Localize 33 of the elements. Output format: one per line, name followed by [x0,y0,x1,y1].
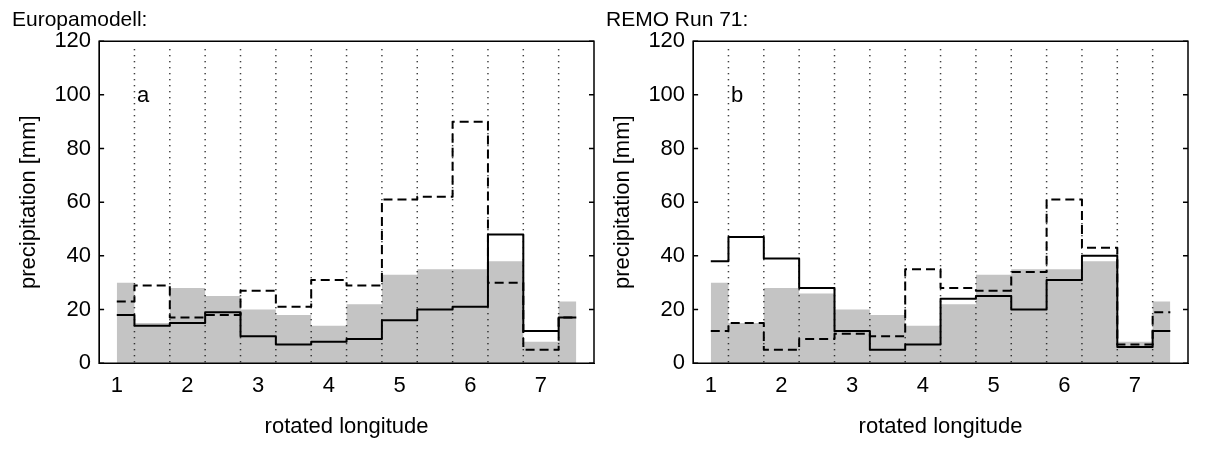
x-tick-label: 3 [252,372,265,398]
y-tick-label: 20 [660,295,686,321]
y-axis-title: precipitation [mm] [609,115,635,290]
annotation: b [731,82,744,107]
x-tick-label: 6 [464,372,477,398]
x-tick-label: 7 [1128,372,1142,398]
x-tick-label: 5 [987,372,1000,398]
x-tick-label: 1 [704,372,717,398]
y-tick-label: 80 [66,134,92,160]
x-tick-label: 5 [393,372,406,398]
y-tick-label: 80 [660,134,686,160]
x-tick-label: 3 [846,372,859,398]
y-axis-title: precipitation [mm] [15,115,41,290]
y-tick-label: 60 [66,188,92,214]
annotation: a [137,82,151,107]
x-axis-title: rotated longitude [264,412,429,438]
y-tick-label: 0 [672,349,686,375]
y-tick-label: 40 [66,241,92,267]
y-tick-label: 100 [648,80,686,106]
x-tick-label: 4 [322,372,335,398]
x-tick-label: 1 [110,372,123,398]
x-tick-label: 2 [775,372,788,398]
x-axis-title: rotated longitude [858,412,1023,438]
y-tick-label: 0 [78,349,92,375]
x-tick-label: 6 [1058,372,1071,398]
x-tick-label: 2 [181,372,194,398]
y-tick-label: 40 [660,241,686,267]
y-tick-label: 60 [660,188,686,214]
x-tick-label: 4 [916,372,929,398]
chart-title: Europamodell: [12,7,148,31]
x-tick-label: 7 [534,372,548,398]
y-tick-label: 100 [54,80,92,106]
y-tick-label: 20 [66,295,92,321]
